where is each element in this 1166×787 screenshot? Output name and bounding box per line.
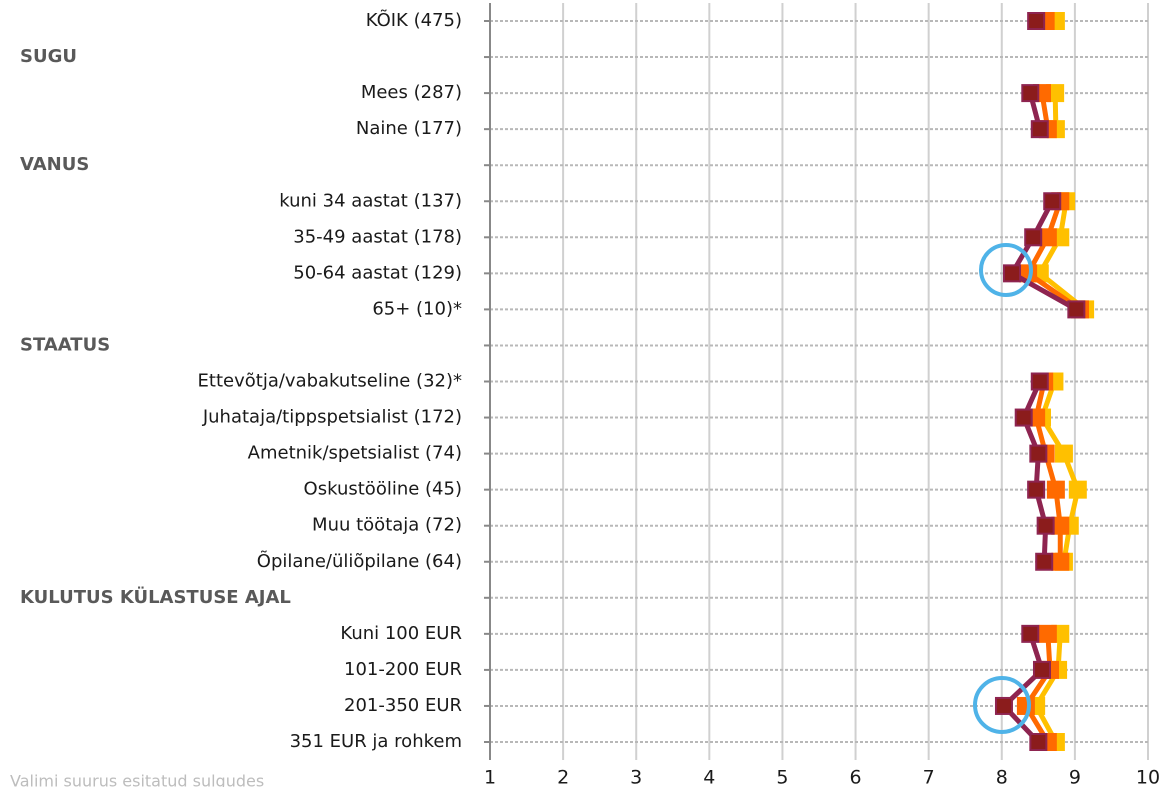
y-tick-label: kuni 34 aastat (137) bbox=[279, 190, 462, 211]
point bbox=[1014, 408, 1033, 427]
y-tick-label: Muu töötaja (72) bbox=[312, 515, 462, 536]
group-header: KULUTUS KÜLASTUSE AJAL bbox=[20, 586, 291, 608]
x-tick-label: 4 bbox=[703, 767, 715, 787]
footnote: Valimi suurus esitatud sulgudes bbox=[10, 772, 264, 787]
x-tick-label: 5 bbox=[776, 767, 788, 787]
y-tick-label: 65+ (10)* bbox=[372, 298, 462, 319]
point bbox=[1038, 624, 1057, 643]
point bbox=[1029, 733, 1048, 751]
x-tick-label: 2 bbox=[557, 767, 569, 787]
x-tick-label: 9 bbox=[1069, 767, 1081, 787]
point bbox=[1035, 552, 1054, 571]
point bbox=[1021, 624, 1040, 643]
x-tick-label: 1 bbox=[484, 767, 496, 787]
y-tick-label: 35-49 aastat (178) bbox=[293, 226, 462, 247]
point bbox=[1054, 444, 1073, 463]
group-header: VANUS bbox=[20, 154, 89, 175]
point bbox=[1016, 696, 1035, 715]
point bbox=[1032, 660, 1051, 679]
group-header: SUGU bbox=[20, 46, 77, 67]
y-tick-label: Juhataja/tippspetsialist (172) bbox=[202, 407, 462, 428]
point bbox=[1036, 516, 1055, 535]
y-tick-label: Naine (177) bbox=[356, 118, 462, 139]
point bbox=[1024, 228, 1043, 247]
y-tick-label: KÕIK (475) bbox=[366, 9, 462, 31]
y-tick-label: 351 EUR ja rohkem bbox=[290, 731, 462, 752]
y-tick-label: Õpilane/üliõpilane (64) bbox=[257, 550, 462, 572]
point bbox=[1027, 12, 1046, 30]
series-line bbox=[1033, 93, 1087, 744]
x-tick-label: 7 bbox=[923, 767, 935, 787]
point bbox=[1003, 264, 1022, 283]
point bbox=[1021, 84, 1040, 103]
series-line bbox=[1023, 92, 1082, 744]
point bbox=[1067, 300, 1086, 319]
point bbox=[1068, 480, 1087, 499]
y-tick-label: Ettevõtja/vabakutseline (32)* bbox=[198, 371, 462, 392]
y-tick-label: Oskustööline (45) bbox=[304, 479, 462, 500]
highlight-circle bbox=[973, 676, 1031, 734]
series-line bbox=[1001, 92, 1078, 744]
point bbox=[1027, 480, 1046, 499]
point bbox=[1051, 552, 1070, 571]
y-tick-label: Mees (287) bbox=[361, 82, 462, 103]
y-tick-label: 201-350 EUR bbox=[344, 695, 462, 716]
point bbox=[1046, 480, 1065, 499]
y-tick-label: 50-64 aastat (129) bbox=[293, 262, 462, 283]
y-tick-label: Ametnik/spetsialist (74) bbox=[248, 443, 462, 464]
group-header: STAATUS bbox=[20, 334, 110, 355]
point bbox=[1038, 228, 1057, 247]
y-tick-label: 101-200 EUR bbox=[344, 659, 462, 680]
point bbox=[1030, 120, 1049, 139]
x-tick-label: 8 bbox=[996, 767, 1008, 787]
x-tick-label: 6 bbox=[850, 767, 862, 787]
point bbox=[1051, 516, 1070, 535]
highlight-circle bbox=[979, 243, 1033, 297]
point bbox=[1043, 192, 1062, 211]
point bbox=[994, 696, 1013, 715]
point bbox=[1029, 444, 1048, 463]
point bbox=[1030, 372, 1049, 391]
x-tick-label: 10 bbox=[1136, 767, 1160, 787]
y-tick-label: Kuni 100 EUR bbox=[340, 623, 462, 644]
x-tick-label: 3 bbox=[630, 767, 642, 787]
